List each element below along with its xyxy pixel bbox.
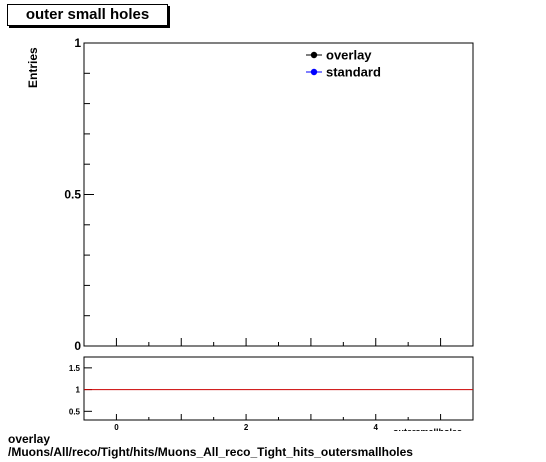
legend-label-standard: standard: [326, 65, 381, 80]
ratio-y-tick-label: 1: [76, 386, 81, 395]
legend: overlay standard: [306, 48, 381, 80]
ratio-plot-frame: 0.5 1 1.5 0 2 4: [69, 356, 474, 432]
ratio-x-tick-label: 0: [114, 423, 119, 432]
legend-marker-standard: [310, 68, 318, 76]
footer-path: /Muons/All/reco/Tight/hits/Muons_All_rec…: [8, 445, 413, 459]
legend-marker-overlay: [310, 51, 318, 59]
chart-title: outer small holes: [7, 4, 168, 26]
x-axis-label: outersmallholes: [393, 427, 462, 437]
main-plot-border: [83, 42, 474, 347]
ratio-x-tick-label: 4: [374, 423, 379, 432]
ratio-x-tick-label: 2: [244, 423, 249, 432]
y-tick-label: 0.5: [64, 188, 81, 202]
y-axis-label: Entries: [26, 47, 40, 88]
legend-label-overlay: overlay: [326, 48, 372, 63]
ratio-y-tick-label: 1.5: [69, 364, 81, 373]
ratio-y-tick-label: 0.5: [69, 407, 81, 416]
y-tick-label: 1: [74, 36, 81, 50]
ratio-plot-border: [83, 356, 474, 421]
footer-label: overlay: [8, 432, 51, 446]
main-plot-frame: 00.51: [64, 36, 474, 353]
y-tick-label: 0: [74, 339, 81, 353]
